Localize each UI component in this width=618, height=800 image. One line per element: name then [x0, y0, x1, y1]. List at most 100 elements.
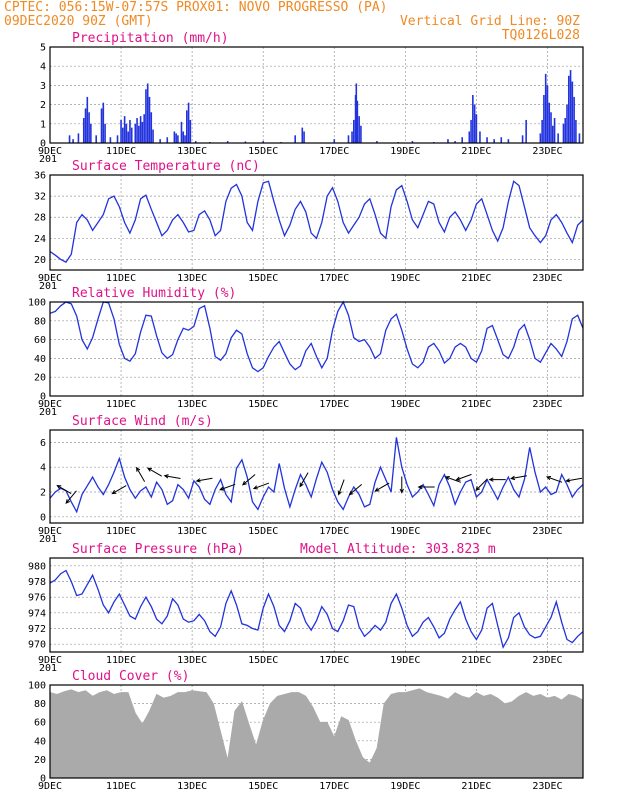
x-tick-year-label: 201 [39, 663, 57, 674]
precip-bar [550, 112, 552, 143]
y-tick-label: 40 [34, 354, 46, 365]
precip-bar [546, 85, 549, 143]
x-tick-label: 23DEC [532, 146, 562, 157]
x-tick-label: 9DEC [38, 655, 62, 666]
y-tick-label: 6 [40, 438, 46, 449]
precip-bar [262, 141, 264, 143]
precip-bar [461, 137, 463, 143]
precip-bar [543, 95, 545, 143]
precip-bar [134, 123, 137, 143]
wind-arrow [510, 475, 528, 481]
precip-bar [479, 131, 481, 143]
precip-bar [82, 118, 85, 143]
wind-arrow [146, 467, 163, 477]
header-model: TQ0126L028 [502, 28, 580, 43]
precip-bar [100, 108, 103, 143]
x-tick-label: 9DEC [38, 146, 62, 157]
x-tick-label: 11DEC [106, 146, 136, 157]
series-line [49, 569, 584, 650]
wind-arrow [219, 483, 236, 491]
x-tick-label: 21DEC [461, 655, 491, 666]
wind-arrow [299, 472, 309, 488]
precip-bar [72, 139, 74, 143]
x-tick-label: 21DEC [461, 146, 491, 157]
x-tick-label: 15DEC [248, 273, 278, 284]
wind-arrow [65, 490, 77, 504]
precip-bar [90, 123, 92, 143]
wind-arrow [444, 475, 461, 483]
y-tick-label: 2 [40, 488, 46, 499]
precip-bar [120, 119, 122, 143]
x-tick-label: 17DEC [319, 526, 349, 537]
y-tick-label: 20 [34, 755, 46, 766]
precip-bar [447, 139, 449, 143]
precip-bar [573, 96, 575, 143]
precip-bar [186, 110, 188, 143]
x-tick-label: 21DEC [461, 399, 491, 410]
y-tick-label: 100 [28, 298, 46, 309]
panel-frame [49, 684, 584, 779]
precip-bar [493, 139, 495, 143]
precip-bar [122, 127, 124, 143]
precip-bar [376, 141, 378, 143]
x-tick-label: 9DEC [38, 273, 62, 284]
precip-bar [541, 119, 543, 143]
precip-bar [182, 131, 185, 143]
precip-bar [356, 100, 359, 143]
precip-bar [548, 102, 551, 143]
panel-frame [49, 174, 584, 271]
wind-arrow [163, 474, 181, 480]
y-tick-label: 0 [40, 392, 46, 403]
precip-bar [143, 114, 145, 143]
precip-bar [294, 135, 296, 143]
x-tick-label: 19DEC [390, 273, 420, 284]
precip-bar [475, 114, 478, 143]
precip-bar [551, 125, 554, 143]
x-tick-label: 13DEC [177, 526, 207, 537]
wind-arrow [241, 474, 256, 486]
y-tick-label: 20 [34, 255, 46, 266]
wind-arrow [56, 484, 72, 494]
precip-bar [521, 135, 524, 143]
precip-bar [184, 135, 186, 143]
y-tick-label: 0 [40, 139, 46, 150]
y-tick-label: 4 [40, 62, 46, 73]
x-tick-label: 21DEC [461, 781, 491, 792]
precip-bar [226, 141, 229, 143]
x-tick-label: 15DEC [248, 655, 278, 666]
precip-bar [127, 131, 129, 143]
precip-bar [177, 135, 179, 143]
precip-bar [109, 137, 112, 143]
x-tick-label: 13DEC [177, 146, 207, 157]
x-tick-label: 19DEC [390, 781, 420, 792]
x-tick-label: 13DEC [177, 399, 207, 410]
y-tick-label: 24 [34, 234, 46, 245]
wind-arrow [348, 483, 363, 496]
y-tick-label: 60 [34, 335, 46, 346]
precip-bar [138, 125, 140, 143]
cloud-cover-area [49, 688, 584, 779]
x-tick-label: 9DEC [38, 399, 62, 410]
panel-annotation: Model Altitude: 303.823 m [300, 542, 496, 557]
x-tick-label: 13DEC [177, 781, 207, 792]
x-tick-label: 19DEC [390, 655, 420, 666]
x-tick-label: 11DEC [106, 655, 136, 666]
precip-bar [358, 116, 360, 143]
precip-bar [562, 123, 565, 143]
panel-title: Surface Temperature (nC) [72, 159, 260, 174]
panel-5: 970 972 974 976 978 980 Surface Pressure (hPa)… [28, 542, 584, 674]
y-tick-label: 5 [40, 43, 46, 54]
panel-frame [49, 429, 584, 524]
y-tick-label: 4 [40, 463, 46, 474]
precip-bar [139, 116, 142, 143]
series-line [49, 437, 584, 514]
panel-title: Surface Pressure (hPa) [72, 542, 244, 557]
x-tick-label: 23DEC [532, 655, 562, 666]
panel-title: Surface Wind (m/s) [72, 414, 213, 429]
precip-bar [507, 139, 510, 143]
wind-arrow [417, 484, 435, 490]
y-tick-label: 970 [28, 640, 46, 651]
precip-bar [303, 131, 305, 143]
panel-2: 20 24 28 32 36 Surface Temperature (nC) 9DEC 11… [34, 159, 584, 292]
